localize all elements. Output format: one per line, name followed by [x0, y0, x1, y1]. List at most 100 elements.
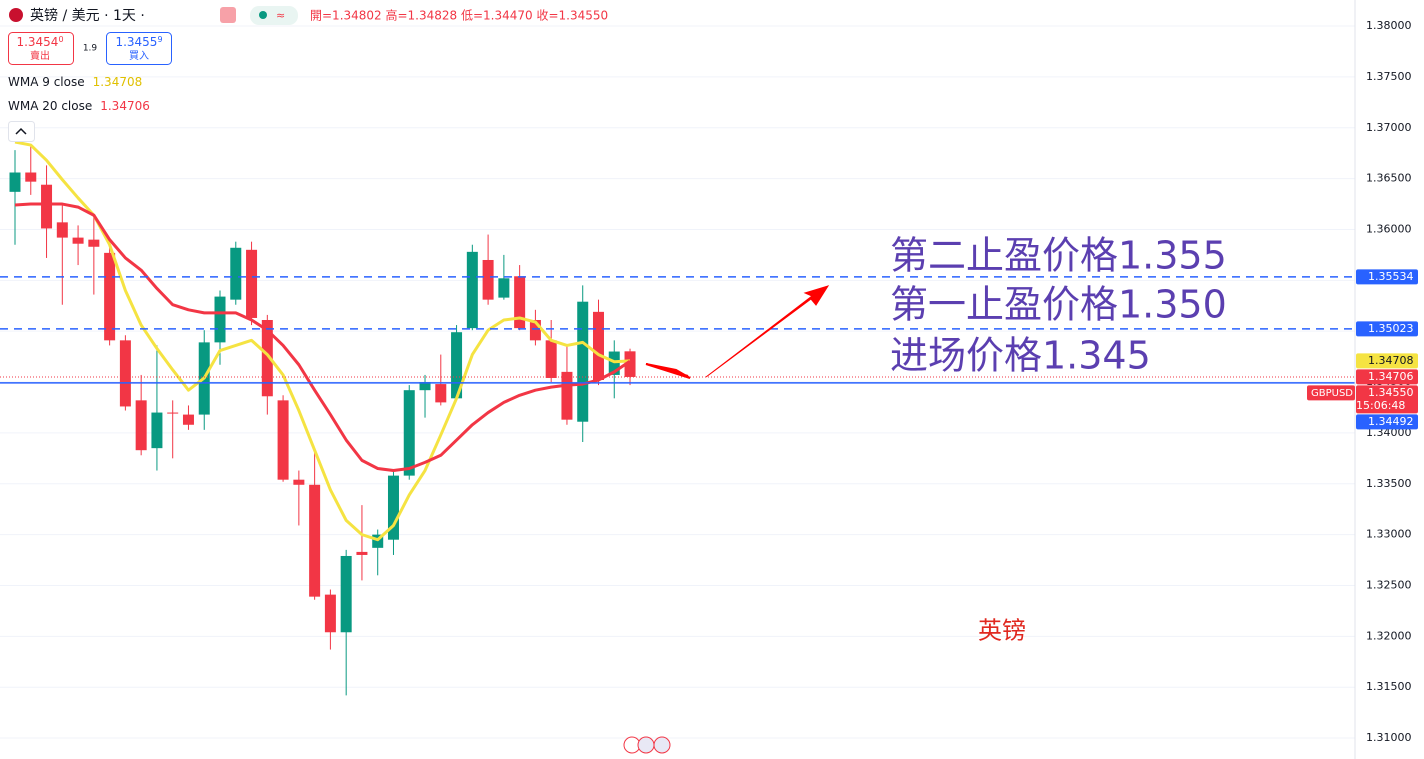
collapse-button[interactable]: [8, 121, 35, 142]
candle-body: [293, 479, 305, 485]
y-tick-label: 1.32500: [1366, 578, 1412, 591]
symbol-tag-label: GBPUSD: [1311, 388, 1353, 399]
candle-body: [261, 319, 273, 397]
annotation: 进场价格1.345: [890, 334, 1151, 378]
legend-entry: WMA 9 close 1.34708: [8, 75, 142, 89]
candle-body: [25, 172, 37, 182]
candle-body: [324, 594, 336, 633]
price-tag-label: 1.34706: [1368, 370, 1414, 383]
candle-body: [466, 251, 478, 329]
candle-body: [545, 340, 557, 378]
y-tick-label: 1.37500: [1366, 70, 1412, 83]
y-tick-label: 1.31000: [1366, 731, 1412, 744]
status-icon: ≈: [276, 9, 285, 22]
y-tick-label: 1.31500: [1366, 680, 1412, 693]
candle-body: [230, 247, 242, 300]
candle-body: [72, 237, 84, 244]
candle-body: [387, 475, 399, 540]
buy-button[interactable]: [106, 32, 172, 65]
status-pill: [250, 6, 298, 25]
candle-body: [624, 351, 636, 377]
flag-icon: [9, 8, 23, 22]
candle-body: [435, 384, 447, 403]
watermark: 英镑: [978, 617, 1026, 645]
y-tick-label: 1.38000: [1366, 19, 1412, 32]
grid: [0, 25, 1355, 739]
price-tag: [1356, 269, 1418, 285]
candle-body: [403, 390, 415, 476]
annotation: 第一止盈价格1.350: [890, 283, 1227, 327]
arrow: [645, 363, 691, 379]
status-dot: [259, 11, 267, 19]
candle-body: [135, 400, 147, 451]
candle-body: [246, 249, 258, 318]
y-tick-label: 1.36000: [1366, 222, 1412, 235]
candle-body: [340, 555, 352, 633]
event-icon[interactable]: [637, 736, 655, 754]
alert-icon: [220, 7, 236, 23]
candle-body: [498, 278, 510, 298]
candle-body: [608, 351, 620, 375]
sell-button[interactable]: [8, 32, 74, 65]
price-tag: [1356, 353, 1418, 369]
candle-body: [482, 259, 494, 300]
candle-body: [119, 340, 131, 407]
candle-body: [41, 184, 53, 229]
event-icon[interactable]: [653, 736, 671, 754]
candle-body: [9, 172, 21, 192]
candle-body: [419, 382, 431, 391]
buy-price[interactable]: 1.34559: [115, 35, 162, 49]
arrow: [705, 285, 830, 378]
candle-body: [88, 239, 100, 247]
candle-body: [577, 301, 589, 422]
legend-entry: WMA 20 close 1.34706: [8, 99, 150, 113]
candle-body: [451, 332, 463, 399]
sell-price[interactable]: 1.34540: [16, 35, 63, 49]
candle-body: [529, 319, 541, 341]
candle-body: [514, 276, 526, 329]
symbol-tag: [1307, 385, 1355, 401]
sell-label[interactable]: 賣出: [30, 49, 50, 62]
price-tag: [1356, 414, 1418, 430]
wma-line: [14, 202, 631, 473]
price-axis: 1.31000 1.31500 1.32000 1.32500 1.33000 1.335…: [1307, 19, 1418, 744]
candle-body: [104, 252, 116, 341]
candle-body: [372, 534, 384, 548]
candle-body: [561, 371, 573, 420]
plot: [0, 140, 1355, 696]
price-tag: [1356, 321, 1418, 337]
symbol-title: 英镑 / 美元 · 1天 ·: [30, 7, 145, 24]
buy-label[interactable]: 買入: [129, 50, 149, 62]
price-tag-label: 1.34492: [1368, 415, 1414, 428]
candle-body: [151, 412, 163, 449]
candle-body: [356, 551, 368, 555]
price-tag-label: 1.35534: [1368, 270, 1414, 283]
ohlc-text: 開=1.34802 高=1.34828 低=1.34470 收=1.34550: [310, 8, 608, 23]
candle-body: [592, 311, 604, 381]
price-tag-label: 1.34708: [1368, 354, 1414, 367]
collapse-icon[interactable]: [15, 127, 27, 135]
candle-body: [309, 484, 321, 597]
y-tick-label: 1.36500: [1366, 172, 1412, 185]
y-tick-label: 1.33000: [1366, 528, 1412, 541]
price-tag: [1356, 385, 1418, 414]
y-tick-label: 1.32000: [1366, 629, 1412, 642]
countdown: 15:06:48: [1356, 399, 1405, 412]
candle-body: [214, 296, 226, 343]
wma-line: [14, 140, 631, 542]
y-tick-label: 1.33500: [1366, 477, 1412, 490]
candle-body: [182, 414, 194, 425]
candle-body: [277, 400, 289, 480]
legend-name: WMA 9 close: [8, 75, 85, 89]
candle-body: [167, 412, 179, 414]
price-tag: [1356, 369, 1418, 385]
legend-name: WMA 20 close: [8, 99, 92, 113]
legend-value: 1.34708: [93, 75, 143, 89]
legend-value: 1.34706: [100, 99, 150, 113]
price-tag-label: 1.34550: [1368, 386, 1414, 399]
spread: 1.9: [83, 44, 98, 54]
y-tick-label: 1.37000: [1366, 121, 1412, 134]
price-tag-label: 1.35023: [1368, 322, 1414, 335]
candle-body: [56, 222, 68, 238]
